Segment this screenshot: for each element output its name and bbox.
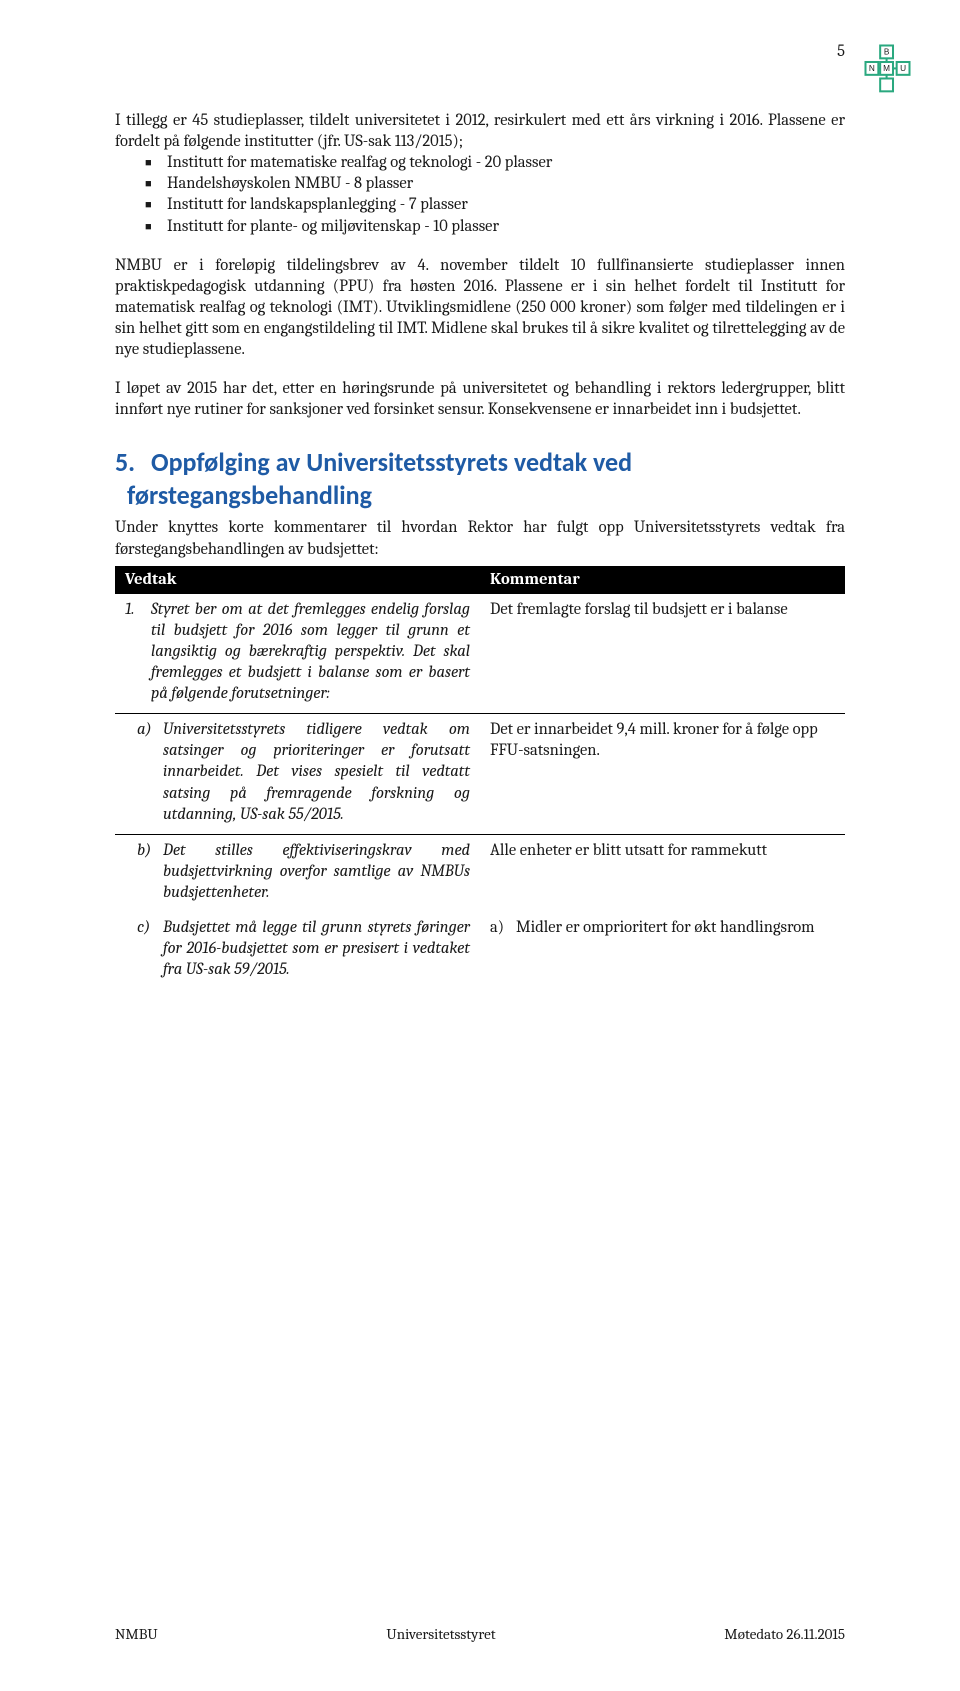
- kommentar-1: Det fremlagte forslag til budsjett er i …: [480, 594, 845, 714]
- item-marker: b): [137, 840, 151, 861]
- page-number: 5: [837, 42, 845, 61]
- item-marker: a): [490, 917, 504, 938]
- kommentar-a: Det er innarbeidet 9,4 mill. kroner for …: [480, 714, 845, 835]
- bullet-list: Institutt for matematiske realfag og tek…: [115, 152, 845, 236]
- body-paragraph-2: I løpet av 2015 har det, etter en høring…: [115, 378, 845, 420]
- page-footer: NMBU Universitetsstyret Møtedato 26.11.2…: [115, 1625, 845, 1643]
- kommentar-b: Alle enheter er blitt utsatt for rammeku…: [480, 834, 845, 912]
- item-text: Universitetsstyrets tidligere vedtak om …: [163, 720, 470, 823]
- section-title-line1: Oppfølging av Universitetsstyrets vedtak…: [151, 446, 632, 478]
- table-row: c) Budsjettet må legge til grunn styrets…: [115, 912, 845, 989]
- intro-paragraph: I tillegg er 45 studieplasser, tildelt u…: [115, 110, 845, 152]
- list-item: Institutt for matematiske realfag og tek…: [145, 152, 845, 173]
- item-marker: a): [137, 719, 152, 740]
- kommentar-c: a) Midler er omprioritert for økt handli…: [490, 917, 835, 938]
- list-item: Institutt for landskapsplanlegging - 7 p…: [145, 194, 845, 215]
- svg-text:N: N: [869, 64, 875, 73]
- table-row: a) Universitetsstyrets tidligere vedtak …: [115, 714, 845, 835]
- vedtak-item-a: a) Universitetsstyrets tidligere vedtak …: [125, 719, 470, 825]
- section-title-line2: førstegangsbehandling: [115, 479, 845, 512]
- item-text: Det stilles effektiviseringskrav med bud…: [163, 841, 470, 902]
- under-heading-paragraph: Under knyttes korte kommentarer til hvor…: [115, 517, 845, 559]
- body-paragraph-1: NMBU er i foreløpig tildelingsbrev av 4.…: [115, 255, 845, 361]
- vedtak-table: Vedtak Kommentar 1. Styret ber om at det…: [115, 566, 845, 990]
- item-marker: c): [137, 917, 150, 938]
- table-row: 1. Styret ber om at det fremlegges endel…: [115, 594, 845, 714]
- item-text: Midler er omprioritert for økt handlings…: [516, 918, 815, 937]
- table-header-row: Vedtak Kommentar: [115, 566, 845, 594]
- list-item: Institutt for plante- og miljøvitenskap …: [145, 216, 845, 237]
- item-text: Styret ber om at det fremlegges endelig …: [151, 600, 470, 703]
- section-heading: 5.Oppfølging av Universitetsstyrets vedt…: [115, 446, 845, 511]
- svg-text:B: B: [884, 48, 890, 57]
- list-item: Handelshøyskolen NMBU - 8 plasser: [145, 173, 845, 194]
- section-number: 5.: [115, 446, 151, 479]
- table-row: b) Det stilles effektiviseringskrav med …: [115, 834, 845, 912]
- item-marker: 1.: [125, 599, 135, 620]
- footer-left: NMBU: [115, 1625, 158, 1643]
- vedtak-item-b: b) Det stilles effektiviseringskrav med …: [125, 840, 470, 903]
- vedtak-item-1: 1. Styret ber om at det fremlegges endel…: [125, 599, 470, 705]
- item-text: Budsjettet må legge til grunn styrets fø…: [163, 918, 470, 979]
- nmbu-logo: B U M N: [860, 40, 915, 95]
- svg-text:U: U: [900, 64, 906, 73]
- footer-right: Møtedato 26.11.2015: [724, 1625, 845, 1643]
- svg-text:M: M: [883, 64, 890, 73]
- footer-center: Universitetsstyret: [386, 1625, 495, 1643]
- vedtak-item-c: c) Budsjettet må legge til grunn styrets…: [125, 917, 470, 980]
- header-vedtak: Vedtak: [115, 566, 480, 594]
- header-kommentar: Kommentar: [480, 566, 845, 594]
